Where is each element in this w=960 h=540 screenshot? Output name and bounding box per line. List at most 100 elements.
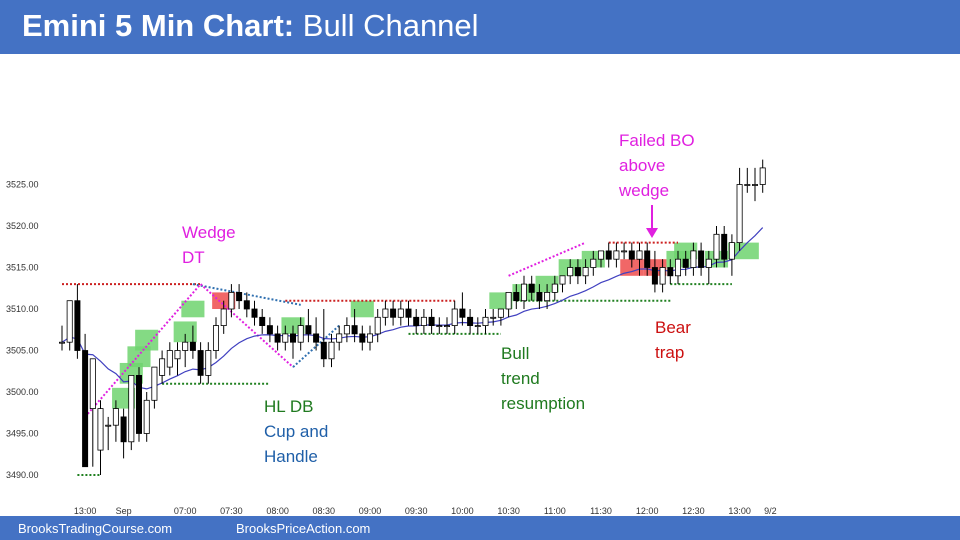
- candle-body: [205, 350, 212, 376]
- ema-line: [61, 227, 764, 390]
- candle-body: [536, 291, 543, 302]
- footer-link-right[interactable]: BrooksPriceAction.com: [236, 521, 371, 536]
- candle-body: [89, 358, 96, 409]
- y-tick-label: 3525.00: [6, 180, 39, 190]
- candle-body: [236, 291, 243, 302]
- candle-body: [251, 308, 258, 318]
- candle-body: [420, 316, 427, 326]
- candle-body: [151, 366, 158, 401]
- candle-body: [436, 325, 443, 328]
- candle-body: [744, 184, 751, 186]
- highlight-green: [350, 300, 374, 318]
- candle-body: [528, 283, 535, 293]
- footer-bar: BrooksTradingCourse.com BrooksPriceActio…: [0, 516, 960, 540]
- x-tick-label: 07:00: [174, 506, 197, 516]
- candle-body: [266, 325, 273, 335]
- y-tick-label: 3500.00: [6, 387, 39, 397]
- x-tick-label: 09:00: [359, 506, 382, 516]
- wedge-line: [84, 283, 202, 418]
- candle-body: [459, 308, 466, 318]
- candle-body: [590, 258, 597, 268]
- candle-body: [443, 325, 450, 328]
- x-tick-label: 08:30: [313, 506, 336, 516]
- candle-body: [359, 333, 366, 343]
- candle-body: [675, 258, 682, 277]
- candle-body: [574, 267, 581, 277]
- candle-body: [451, 308, 458, 327]
- title-bold: Emini 5 Min Chart:: [22, 8, 295, 43]
- candle-body: [405, 308, 412, 318]
- highlight-green: [135, 329, 159, 351]
- x-tick-label: 07:30: [220, 506, 243, 516]
- y-tick-label: 3490.00: [6, 470, 39, 480]
- x-tick-label: 13:00: [74, 506, 97, 516]
- candle-body: [166, 350, 173, 368]
- candle-body: [382, 308, 389, 318]
- candle-body: [613, 250, 620, 260]
- annotation-bull-trend: trend: [501, 369, 540, 388]
- x-tick-label: 13:00: [728, 506, 751, 516]
- candle-body: [490, 316, 497, 319]
- x-tick-label: 09:30: [405, 506, 428, 516]
- annotation-failed-bo: above: [619, 156, 665, 175]
- candle-body: [390, 308, 397, 318]
- candle-body: [351, 325, 358, 335]
- annotation-hl-db: Cup and: [264, 422, 328, 441]
- candle-body: [97, 408, 104, 451]
- candle-body: [228, 291, 235, 310]
- annotation-hl-db: Handle: [264, 447, 318, 466]
- arrow-head-icon: [646, 228, 658, 238]
- candle-body: [728, 242, 735, 260]
- candle-body: [682, 258, 689, 268]
- y-tick-label: 3515.00: [6, 263, 39, 273]
- title-bar: Emini 5 Min Chart: Bull Channel: [0, 0, 960, 54]
- candle-body: [305, 325, 312, 335]
- candle-body: [105, 424, 112, 427]
- candle-body: [752, 184, 759, 186]
- candle-body: [128, 374, 135, 443]
- candle-body: [598, 250, 605, 260]
- candle-body: [274, 333, 281, 343]
- y-tick-label: 3520.00: [6, 221, 39, 231]
- candle-body: [621, 250, 628, 253]
- footer-link-left[interactable]: BrooksTradingCourse.com: [18, 521, 173, 536]
- x-tick-label: 11:00: [544, 506, 566, 516]
- candle-body: [120, 416, 127, 443]
- title-rest: Bull Channel: [302, 8, 479, 43]
- page-title: Emini 5 Min Chart: Bull Channel: [22, 8, 479, 44]
- x-tick-label: 12:30: [682, 506, 705, 516]
- x-tick-label: 11:30: [590, 506, 612, 516]
- highlight-green: [173, 321, 197, 343]
- annotation-failed-bo: Failed BO: [619, 131, 695, 150]
- candle-body: [259, 316, 266, 326]
- candle-body: [336, 333, 343, 343]
- candle-body: [690, 250, 697, 268]
- x-tick-label: Sep: [116, 506, 132, 516]
- candle-body: [505, 291, 512, 310]
- candle-body: [559, 275, 566, 285]
- candle-body: [659, 267, 666, 285]
- candle-body: [474, 325, 481, 328]
- candle-body: [182, 341, 189, 351]
- highlight-green: [181, 300, 205, 318]
- candle-body: [413, 316, 420, 326]
- cup-line: [199, 283, 294, 368]
- candle-body: [482, 316, 489, 326]
- candle-body: [428, 316, 435, 326]
- candle-body: [243, 300, 250, 310]
- candle-body: [651, 267, 658, 285]
- annotation-failed-bo: wedge: [618, 181, 669, 200]
- candle-body: [135, 374, 142, 434]
- candle-body: [159, 358, 166, 376]
- candle-body: [143, 399, 150, 434]
- candle-body: [467, 316, 474, 326]
- candle-body: [313, 333, 320, 343]
- annotation-bull-trend: Bull: [501, 344, 529, 363]
- candle-body: [567, 267, 574, 277]
- y-tick-label: 3510.00: [6, 304, 39, 314]
- x-tick-label: 10:30: [497, 506, 520, 516]
- candle-body: [366, 333, 373, 343]
- x-tick-label: 9/2: [764, 506, 777, 516]
- x-tick-label: 12:00: [636, 506, 659, 516]
- candle-body: [328, 341, 335, 360]
